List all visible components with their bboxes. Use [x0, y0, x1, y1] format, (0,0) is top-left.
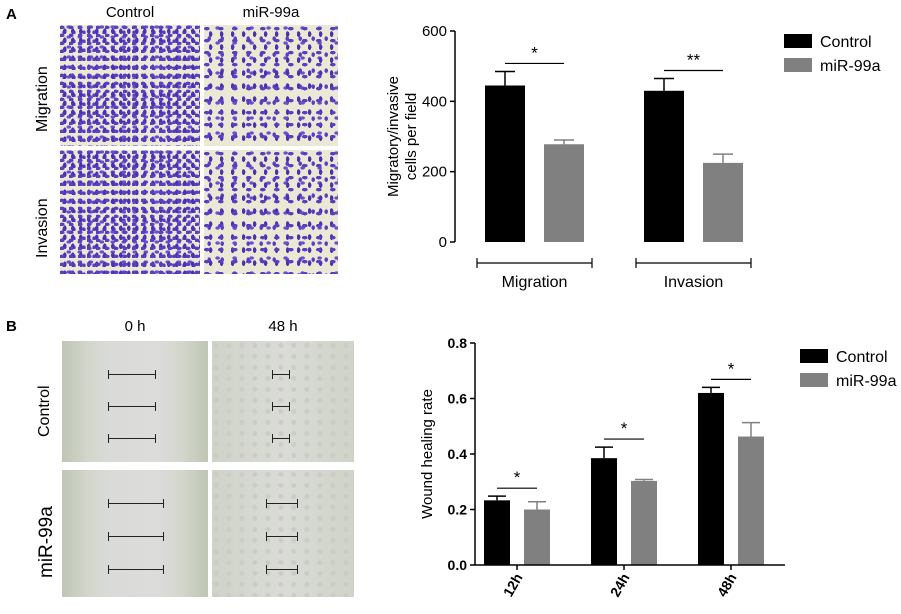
scratch-width-marker — [108, 434, 156, 443]
panel-a-letter: A — [6, 6, 17, 23]
y-tick-label: 0.4 — [448, 446, 468, 462]
wound-mir99a-48h-image — [212, 470, 354, 597]
bar-mir99a — [524, 509, 550, 565]
migration-control-micrograph — [60, 25, 200, 146]
bar-mir99a — [738, 436, 764, 565]
migration-invasion-bar-chart: 0 200 400 600 Migratory/invasivecells per fi… — [385, 23, 881, 291]
scratch-width-marker — [266, 499, 298, 508]
significance-marker: * — [728, 359, 735, 378]
significance-marker: ** — [687, 50, 701, 69]
legend-label-mir99a: miR-99a — [836, 373, 897, 390]
scratch-width-marker — [272, 434, 290, 443]
wound-control-48h-image — [212, 341, 354, 462]
panel-a-col-control: Control — [105, 4, 155, 21]
panel-b-row-mir99a: miR-99a — [36, 506, 57, 578]
y-tick-label: 400 — [422, 93, 447, 110]
x-category-label: Migration — [502, 274, 568, 291]
legend-label-control: Control — [820, 34, 872, 51]
scratch-width-marker — [108, 565, 164, 574]
bar-mir99a — [544, 144, 584, 242]
wound-mir99a-0h-image — [62, 470, 208, 597]
scratch-width-marker — [108, 370, 156, 379]
legend-label-control: Control — [836, 349, 888, 366]
panel-a-row-invasion: Invasion — [34, 198, 51, 258]
panel-a-col-mir99a: miR-99a — [242, 4, 300, 21]
invasion-control-micrograph — [60, 150, 200, 274]
y-tick-label: 0 — [439, 234, 447, 251]
y-tick-label: 0.0 — [448, 557, 468, 573]
scratch-width-marker — [108, 532, 164, 541]
scratch-width-marker — [108, 499, 164, 508]
bar-control — [698, 392, 724, 565]
x-category-label: 12h — [500, 571, 526, 600]
scratch-width-marker — [266, 565, 298, 574]
scratch-width-marker — [272, 402, 290, 411]
panel-b-row-control: Control — [36, 385, 53, 437]
scratch-width-marker — [108, 402, 156, 411]
y-axis-label-line: cells per field — [403, 93, 420, 181]
panel-b-col-0h: 0 h — [124, 318, 146, 335]
y-axis-label: Wound healing rate — [419, 389, 436, 519]
y-tick-label: 600 — [422, 23, 447, 40]
bar-control — [644, 90, 684, 243]
legend-swatch-control — [784, 34, 812, 48]
panel-b-col-48h: 48 h — [268, 318, 298, 335]
significance-marker: * — [514, 468, 521, 487]
y-axis-label: Migratory/invasivecells per field — [385, 76, 420, 197]
legend-swatch-control — [800, 349, 828, 363]
bar-mir99a — [703, 162, 743, 242]
wound-control-0h-image — [62, 341, 208, 462]
x-category-label: 24h — [607, 571, 633, 600]
y-tick-label: 0.6 — [448, 391, 468, 407]
bar-mir99a — [631, 480, 657, 565]
y-tick-label: 0.8 — [448, 335, 468, 351]
y-tick-label: 200 — [422, 164, 447, 181]
wound-healing-bar-chart: 0.0 0.2 0.4 0.6 0.8 Wound healing rate * 12h * 24… — [419, 335, 897, 600]
bar-control — [484, 500, 510, 565]
legend-label-mir99a: miR-99a — [820, 58, 881, 75]
significance-marker: * — [621, 419, 628, 438]
legend-swatch-mir99a — [800, 373, 828, 387]
panel-a-row-migration: Migration — [34, 66, 51, 132]
panel-b-letter: B — [6, 318, 17, 335]
x-category-label: 48h — [714, 571, 740, 600]
migration-mir99a-micrograph — [204, 25, 338, 146]
invasion-mir99a-micrograph — [204, 150, 338, 274]
significance-marker: * — [531, 43, 538, 62]
scratch-width-marker — [272, 370, 290, 379]
bar-control — [485, 85, 525, 242]
bar-control — [591, 458, 617, 565]
x-category-label: Invasion — [664, 274, 724, 291]
legend-swatch-mir99a — [784, 58, 812, 72]
y-axis-label-line: Wound healing rate — [419, 389, 436, 519]
y-tick-label: 0.2 — [448, 502, 468, 518]
scratch-width-marker — [266, 532, 298, 541]
y-axis-label-line: Migratory/invasive — [385, 76, 402, 197]
